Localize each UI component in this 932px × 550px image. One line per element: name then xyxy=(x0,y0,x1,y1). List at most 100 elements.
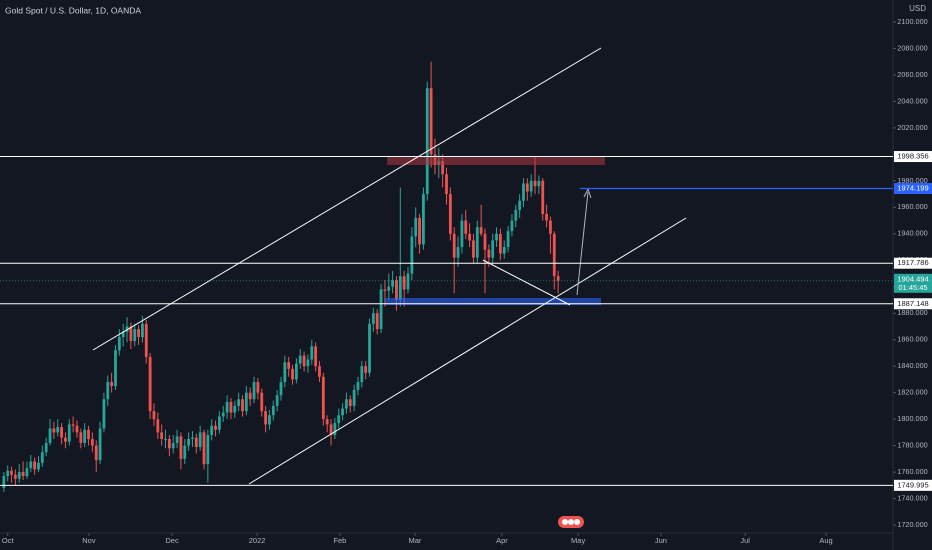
y-tick-label: 1820.000 xyxy=(897,388,927,397)
candle-body xyxy=(425,88,429,195)
candle-body xyxy=(418,217,421,245)
channel-upper xyxy=(92,47,602,351)
candle-body xyxy=(160,432,164,440)
support-zone xyxy=(385,298,601,305)
candle-body xyxy=(549,220,552,234)
chart-title: Gold Spot / U.S. Dollar, 1D, OANDA xyxy=(5,5,141,15)
candle-body xyxy=(48,428,52,443)
candle-body xyxy=(198,432,202,447)
candle-body xyxy=(337,415,341,424)
countdown: 01:45:45 xyxy=(898,283,927,292)
candle-body xyxy=(348,399,352,406)
candle-body xyxy=(387,286,391,291)
candle-body xyxy=(87,429,90,440)
candle-body xyxy=(52,428,56,433)
candle-body xyxy=(545,213,548,221)
candle-body xyxy=(164,439,167,441)
candle-body xyxy=(375,313,379,330)
price-label-box xyxy=(894,479,932,491)
candle-body xyxy=(479,227,483,234)
price-label-box xyxy=(894,257,932,269)
y-tick-label: 2020.000 xyxy=(897,123,927,132)
candle-body xyxy=(556,276,560,281)
candle-body xyxy=(2,476,6,488)
candle-body xyxy=(83,429,87,443)
candle-body xyxy=(125,326,129,332)
candle-body xyxy=(183,445,187,459)
candle-body xyxy=(67,424,71,442)
x-tick-label: Jun xyxy=(655,536,667,545)
candle-body xyxy=(502,247,506,254)
candle-body xyxy=(371,313,375,324)
y-tick-label: 1780.000 xyxy=(897,441,927,450)
candle-body xyxy=(98,428,102,461)
candle-body xyxy=(429,88,433,155)
candle-body xyxy=(148,356,152,412)
candle-body xyxy=(518,200,522,210)
candle-body xyxy=(533,180,537,187)
candle-body xyxy=(506,231,510,248)
price-label-box xyxy=(894,183,932,195)
x-tick-label: Mar xyxy=(408,536,421,545)
y-tick-label: 2040.000 xyxy=(897,96,927,105)
x-tick-label: Oct xyxy=(2,536,15,545)
x-tick-label: Jul xyxy=(740,536,750,545)
y-tick-label: 2100.000 xyxy=(897,17,927,26)
candle-body xyxy=(121,331,125,338)
candle-body xyxy=(260,392,264,412)
candle-body xyxy=(310,346,314,360)
candle-body xyxy=(202,432,206,465)
candle-body xyxy=(129,326,133,342)
candle-body xyxy=(325,419,329,425)
x-tick-label: 2022 xyxy=(249,536,266,545)
candle-body xyxy=(106,382,110,400)
candle-body xyxy=(495,233,498,241)
candle-body xyxy=(117,337,121,351)
candle-body xyxy=(522,183,525,201)
y-tick-label: 1880.000 xyxy=(897,308,927,317)
candle-body xyxy=(406,273,410,290)
candle-body xyxy=(40,452,44,463)
candle-body xyxy=(552,233,556,277)
candle-body xyxy=(237,399,241,406)
candle-body xyxy=(441,160,445,175)
candle-body xyxy=(318,366,321,377)
candle-body xyxy=(402,276,406,290)
candle-body xyxy=(364,366,368,373)
candle-body xyxy=(287,362,291,369)
candle-body xyxy=(90,439,94,446)
candle-body xyxy=(314,346,318,367)
candle-body xyxy=(60,427,63,438)
x-tick-label: Aug xyxy=(819,536,832,545)
candle-body xyxy=(368,323,371,373)
y-tick-label: 1980.000 xyxy=(897,176,927,185)
candle-body xyxy=(191,437,194,440)
candle-body xyxy=(156,419,160,433)
candle-body xyxy=(256,382,260,393)
candle-body xyxy=(206,435,210,465)
candle-body xyxy=(352,390,356,406)
candle-body xyxy=(114,350,117,387)
candle-body xyxy=(152,411,156,420)
candle-body xyxy=(71,424,75,426)
candle-body xyxy=(25,468,29,477)
trend-line xyxy=(482,259,571,306)
candle-body xyxy=(460,220,464,248)
candle-body xyxy=(345,399,348,409)
candle-body xyxy=(144,323,148,357)
candle-body xyxy=(94,445,98,461)
y-tick-label: 1720.000 xyxy=(897,520,927,529)
candle-body xyxy=(333,423,337,436)
candle-body xyxy=(448,194,452,234)
candles xyxy=(2,61,560,492)
candle-body xyxy=(491,240,495,258)
current-price-label: 1904.494 xyxy=(897,274,928,283)
candle-body xyxy=(283,362,287,383)
candle-body xyxy=(37,462,40,470)
candle-body xyxy=(422,194,425,245)
candle-body xyxy=(410,236,414,274)
candle-body xyxy=(472,240,475,258)
candle-body xyxy=(29,461,33,469)
